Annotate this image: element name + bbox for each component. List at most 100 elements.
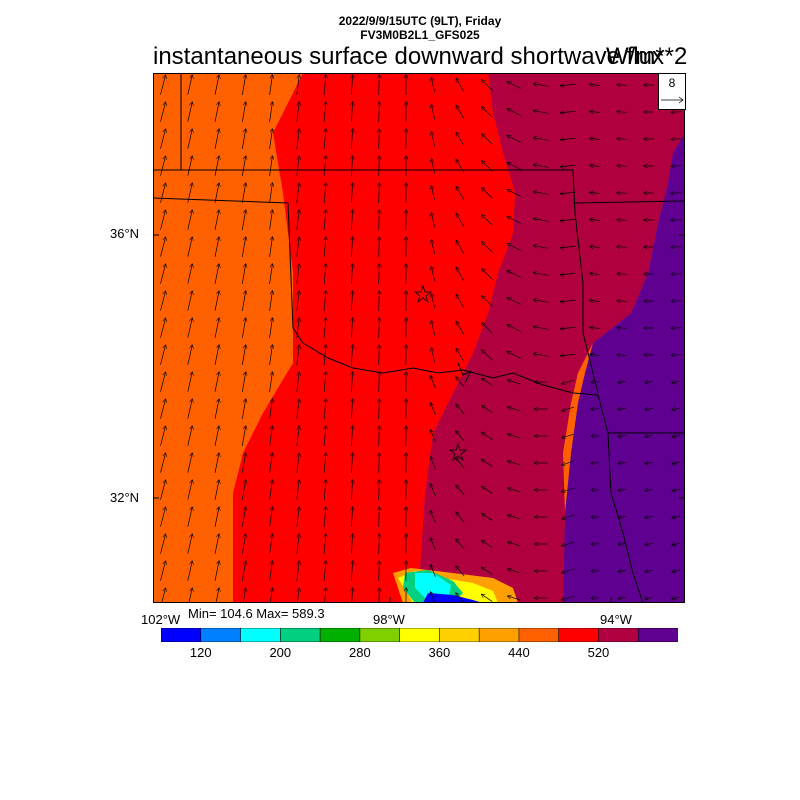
wind-vector-arrow (672, 489, 680, 491)
wind-vector-arrow (160, 237, 166, 257)
wind-vector-arrow (561, 327, 576, 329)
wind-vector-arrow (160, 291, 166, 311)
wind-vector-arrow (324, 264, 326, 285)
wind-vector-arrow (187, 399, 192, 419)
wind-vector-arrow (561, 273, 576, 275)
wind-vector-arrow (590, 192, 601, 193)
wind-vector-arrow (187, 102, 192, 122)
wind-vector-arrow (379, 156, 380, 177)
wind-vector-arrow (456, 106, 465, 119)
wind-vector-arrow (534, 219, 549, 222)
wind-vector-arrow (456, 431, 465, 442)
wind-vector-arrow (507, 244, 521, 251)
wind-vector-arrow (618, 490, 627, 491)
wind-vector-arrow (672, 381, 680, 383)
wind-vector-arrow (431, 457, 436, 470)
wind-vector-arrow (590, 219, 601, 220)
wind-vector-arrow (324, 345, 326, 366)
wind-vector-arrow (507, 109, 521, 116)
wind-vector-arrow (456, 593, 465, 603)
wind-vector-arrow (618, 598, 627, 599)
colorbar-swatch (399, 628, 441, 642)
wind-vector-arrow (269, 453, 273, 473)
wind-vector-arrow (534, 165, 549, 168)
wind-vector-arrow (618, 409, 627, 410)
wind-vector-arrow (324, 291, 326, 312)
wind-vector-arrow (160, 480, 166, 500)
wind-vector-arrow (214, 399, 219, 419)
lon-label-94w: 94°W (600, 612, 632, 627)
wind-vector-arrow (214, 561, 219, 581)
wind-vector-arrow (351, 534, 352, 555)
wind-vector-arrow (671, 247, 682, 248)
wind-vector-arrow (431, 403, 436, 416)
wind-vector-arrow (618, 436, 627, 437)
wind-vector-arrow (187, 534, 192, 554)
wind-vector-arrow (160, 345, 166, 365)
wind-vector-arrow (160, 75, 166, 95)
wind-vector-arrow (562, 514, 575, 519)
wind-vector-arrow (482, 432, 493, 440)
field-low-blue (423, 593, 483, 603)
wind-vector-arrow (456, 160, 465, 173)
lat-label-36n: 36°N (110, 226, 140, 241)
wind-vector-arrow (324, 588, 326, 603)
wind-vector-arrow (431, 267, 435, 282)
wind-vector-arrow (431, 78, 435, 93)
colorbar-swatch (518, 628, 560, 642)
wind-vector-arrow (617, 220, 628, 221)
wind-vector-arrow (562, 541, 575, 546)
wind-vector-arrow (214, 372, 219, 392)
field-purple (563, 133, 685, 603)
wind-vector-arrow (618, 571, 627, 572)
wind-vector-arrow (160, 534, 166, 554)
wind-vector-arrow (590, 138, 601, 139)
wind-vector-arrow (324, 318, 326, 339)
wind-vector-arrow (351, 75, 352, 96)
wind-vector-arrow (214, 75, 219, 95)
wind-vector-arrow (431, 132, 435, 147)
wind-vector-arrow (214, 102, 219, 122)
wind-vector-arrow (562, 379, 575, 384)
wind-vector-arrow (241, 399, 245, 419)
wind-vector-arrow (482, 378, 493, 386)
wind-vector-arrow (241, 480, 245, 500)
wind-vector-arrow (431, 348, 435, 363)
wind-vector-arrow (296, 237, 299, 257)
wind-vector-arrow (160, 129, 166, 149)
wind-vector-arrow (456, 214, 465, 227)
wind-vector-arrow (456, 295, 465, 308)
shortwave-flux-map (153, 73, 685, 603)
wind-vector-arrow (590, 327, 601, 328)
wind-vector-arrow (431, 159, 435, 174)
wind-vector-arrow (534, 111, 549, 114)
reference-arrow-icon (661, 96, 684, 104)
wind-vector-arrow (482, 107, 493, 118)
wind-vector-arrow (508, 515, 521, 520)
wind-vector-arrow (562, 460, 575, 465)
wind-vector-arrow (269, 318, 273, 338)
units-label: W/m**2 (606, 43, 688, 70)
wind-vector-arrow (351, 129, 352, 150)
wind-vector-arrow (269, 75, 273, 95)
colorbar-swatch (359, 628, 401, 642)
wind-vector-arrow (456, 485, 465, 496)
wind-vector-arrow (269, 372, 273, 392)
wind-vector-arrow (379, 588, 380, 603)
wind-vector-arrow (507, 298, 521, 305)
wind-vector-arrow (482, 134, 493, 145)
wind-vector-arrow (296, 426, 299, 446)
min-max-stats: Min= 104.6 Max= 589.3 (188, 606, 325, 621)
wind-vector-arrow (187, 372, 192, 392)
wind-vector-arrow (645, 597, 653, 598)
wind-vector-arrow (671, 355, 682, 356)
wind-vector-arrow (241, 264, 245, 284)
wind-vector-arrow (431, 213, 435, 228)
wind-vector-arrow (507, 352, 521, 359)
wind-vector-arrow (269, 426, 273, 446)
wind-vector-arrow (618, 463, 627, 464)
wind-vector-arrow (214, 237, 219, 257)
wind-vector-arrow (187, 480, 192, 500)
wind-vector-arrow (269, 156, 273, 176)
wind-vector-arrow (431, 484, 436, 497)
